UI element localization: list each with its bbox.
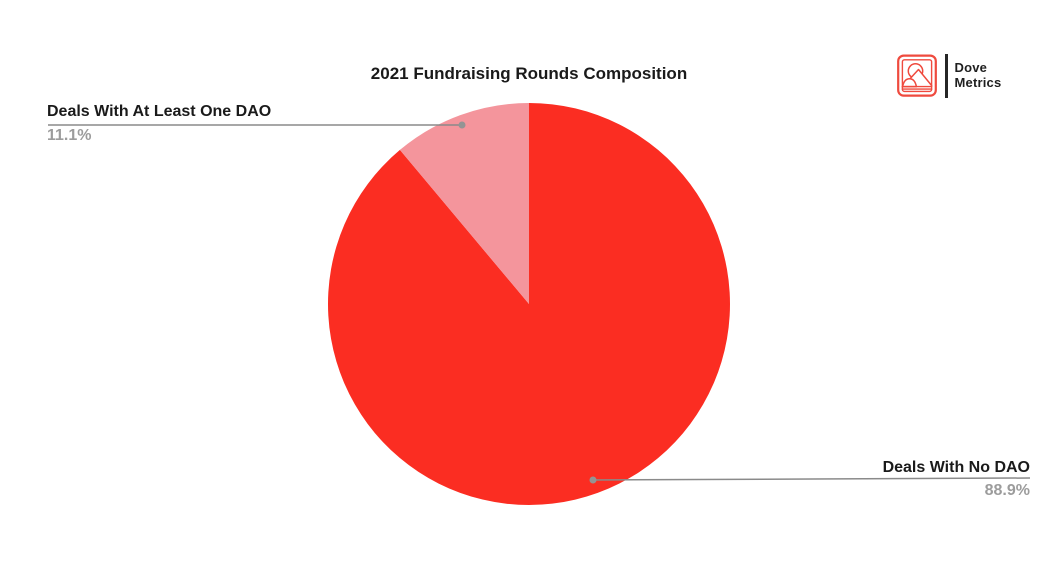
logo-text-line2: Metrics	[954, 75, 1002, 90]
callout-dao-label: Deals With At Least One DAO	[47, 103, 272, 120]
pie-slice-2	[399, 103, 529, 304]
callout-nodao-leader-dot	[589, 476, 597, 484]
callout-nodao-leader-line	[592, 477, 1031, 481]
callout-nodao-label: Deals With No DAO	[882, 459, 1030, 476]
chart-title: 2021 Fundraising Rounds Composition	[370, 64, 688, 83]
callout-dao-percent: 11.1%	[47, 127, 92, 144]
logo-divider	[945, 54, 948, 98]
dove-metrics-logo: Dove Metrics	[897, 54, 1001, 98]
callout-nodao-percent: 88.9%	[984, 482, 1030, 499]
callout-dao-leader-dot	[458, 121, 466, 129]
pie-slice-1	[327, 103, 730, 506]
logo-text: Dove Metrics	[954, 60, 1002, 91]
logo-text-line1: Dove	[954, 60, 988, 76]
mountain-sun-landscape-icon	[897, 54, 937, 97]
pie-chart	[327, 103, 730, 506]
